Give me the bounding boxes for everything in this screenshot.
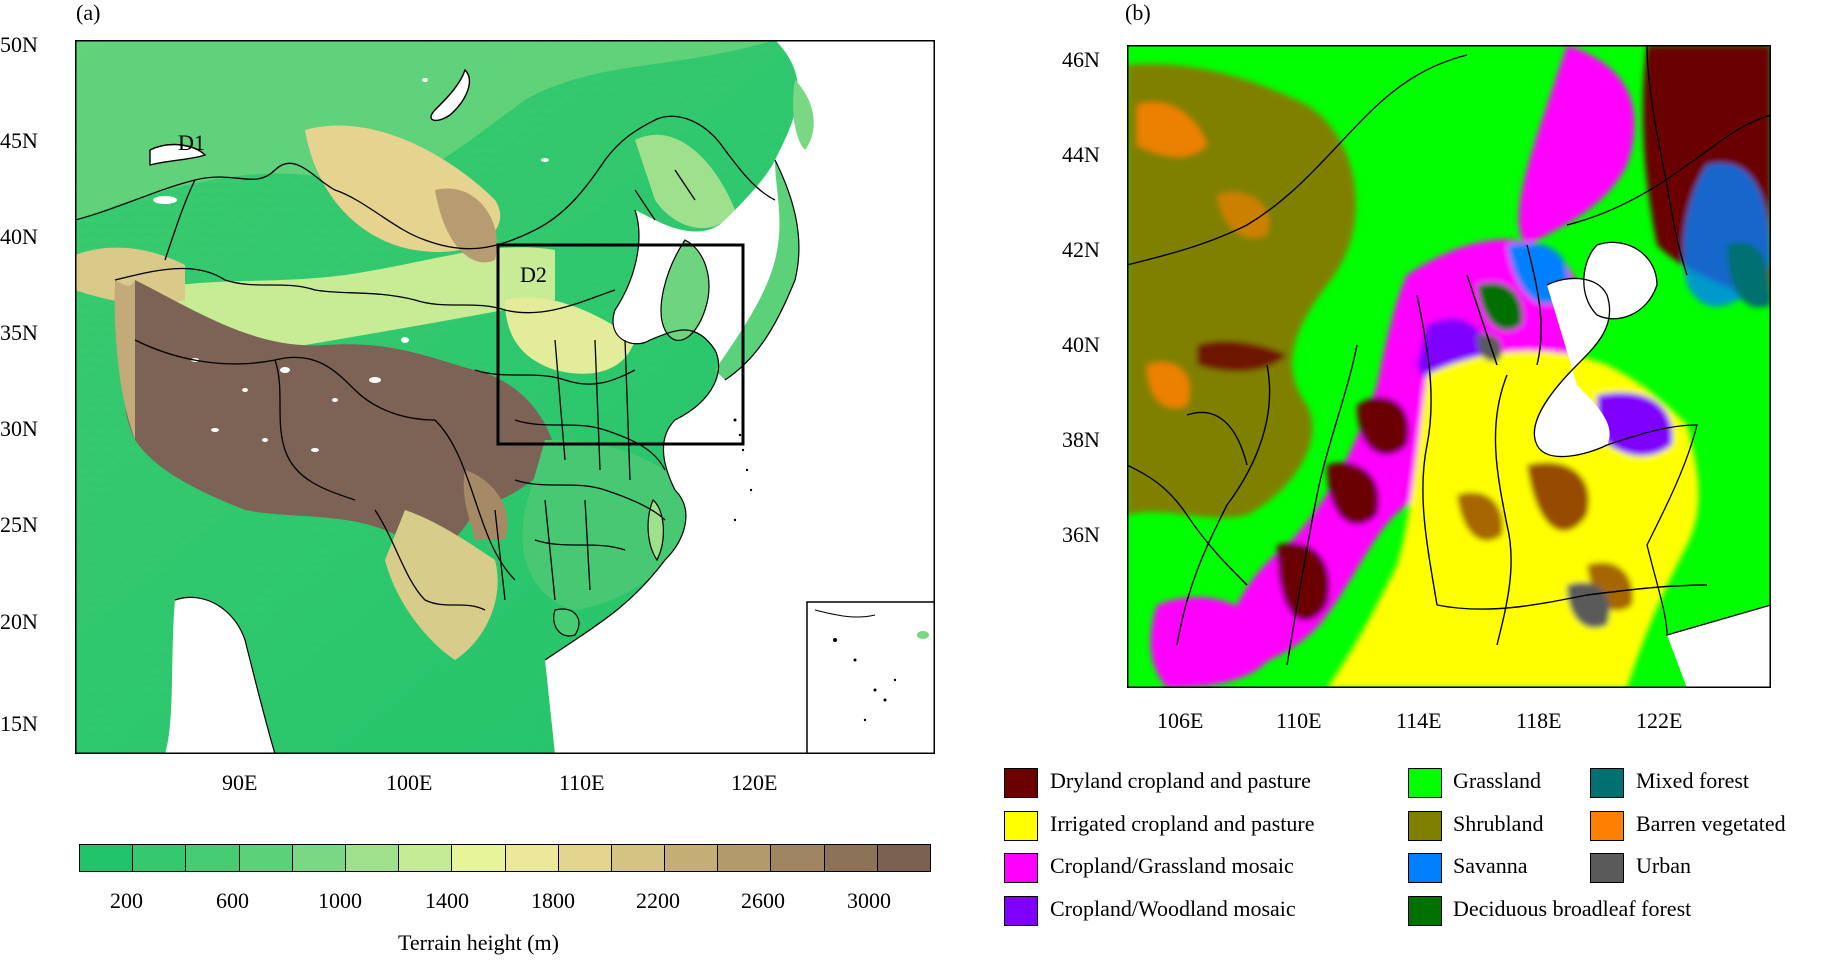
- lat-tick-b: 38N: [1062, 427, 1100, 452]
- legend-swatch: [1408, 768, 1442, 798]
- terrain-colorbar: [79, 844, 931, 872]
- land-use-map: [1127, 45, 1771, 688]
- lat-tick-a: 30N: [0, 416, 38, 441]
- colorbar-tick: 2200: [636, 888, 680, 913]
- colorbar-segment: [239, 845, 293, 871]
- colorbar-tick: 1400: [425, 888, 469, 913]
- lat-tick-a: 35N: [0, 320, 38, 345]
- colorbar-segment: [399, 845, 453, 871]
- colorbar-segment: [133, 845, 187, 871]
- colorbar-tick: 2600: [741, 888, 785, 913]
- lon-tick-a: 120E: [731, 770, 778, 795]
- legend-swatch: [1408, 896, 1442, 926]
- legend-swatch: [1004, 853, 1038, 883]
- domain-label-d1: D1: [178, 130, 205, 155]
- lon-tick-b: 110E: [1276, 708, 1322, 733]
- colorbar-segment: [186, 845, 240, 871]
- lat-tick-a: 20N: [0, 609, 38, 634]
- lon-tick-b: 114E: [1396, 708, 1442, 733]
- colorbar-segment: [877, 845, 930, 871]
- legend-label: Barren vegetated: [1636, 811, 1786, 836]
- lat-tick-a: 15N: [0, 711, 38, 736]
- lat-tick-a: 50N: [0, 32, 38, 57]
- colorbar-tick: 1800: [531, 888, 575, 913]
- domain-label-d2: D2: [520, 262, 547, 287]
- colorbar-segment: [611, 845, 666, 871]
- colorbar-tick: 200: [110, 888, 143, 913]
- legend-label: Shrubland: [1453, 811, 1544, 836]
- lat-tick-b: 40N: [1062, 332, 1100, 357]
- legend-label: Mixed forest: [1636, 768, 1750, 793]
- legend-label: Savanna: [1453, 853, 1528, 878]
- colorbar-segment: [558, 845, 612, 871]
- legend-label: Deciduous broadleaf forest: [1453, 896, 1692, 921]
- colorbar-segment: [665, 845, 719, 871]
- lat-tick-b: 36N: [1062, 522, 1100, 547]
- lon-tick-a: 110E: [559, 770, 605, 795]
- terrain-map: [75, 40, 935, 754]
- legend-label: Irrigated cropland and pasture: [1050, 811, 1315, 836]
- colorbar-tick: 600: [216, 888, 249, 913]
- legend-label: Dryland cropland and pasture: [1050, 768, 1311, 793]
- lat-tick-a: 25N: [0, 512, 38, 537]
- colorbar-segment: [80, 845, 134, 871]
- lon-tick-b: 122E: [1636, 708, 1683, 733]
- colorbar-segment: [292, 845, 346, 871]
- lon-tick-a: 100E: [386, 770, 433, 795]
- legend-swatch: [1408, 811, 1442, 841]
- legend-swatch: [1590, 768, 1624, 798]
- lat-tick-a: 45N: [0, 128, 38, 153]
- lon-tick-b: 106E: [1157, 708, 1204, 733]
- legend-swatch: [1004, 768, 1038, 798]
- lon-tick-b: 118E: [1516, 708, 1562, 733]
- lon-tick-a: 90E: [222, 770, 258, 795]
- legend-label: Grassland: [1453, 768, 1541, 793]
- legend-swatch: [1004, 811, 1038, 841]
- legend-swatch: [1590, 811, 1624, 841]
- legend-swatch: [1004, 896, 1038, 926]
- panel-a-label: (a): [76, 0, 101, 25]
- lat-tick-a: 40N: [0, 224, 38, 249]
- colorbar-tick: 3000: [847, 888, 891, 913]
- colorbar-tick-labels: 200 600 1000 1400 1800 2200 2600 3000: [0, 888, 1000, 918]
- lat-tick-b: 46N: [1062, 47, 1100, 72]
- legend-swatch: [1590, 853, 1624, 883]
- lat-tick-b: 44N: [1062, 142, 1100, 167]
- lat-tick-b: 42N: [1062, 237, 1100, 262]
- colorbar-segment: [345, 845, 400, 871]
- colorbar-segment: [505, 845, 559, 871]
- legend-label: Cropland/Grassland mosaic: [1050, 853, 1294, 878]
- panel-b-label: (b): [1125, 0, 1151, 25]
- colorbar-segment: [824, 845, 878, 871]
- colorbar-title: Terrain height (m): [398, 930, 559, 955]
- colorbar-tick: 1000: [318, 888, 362, 913]
- colorbar-segment: [452, 845, 506, 871]
- legend-label: Urban: [1636, 853, 1691, 878]
- colorbar-segment: [718, 845, 772, 871]
- legend-swatch: [1408, 853, 1442, 883]
- legend-label: Cropland/Woodland mosaic: [1050, 896, 1296, 921]
- colorbar-segment: [771, 845, 825, 871]
